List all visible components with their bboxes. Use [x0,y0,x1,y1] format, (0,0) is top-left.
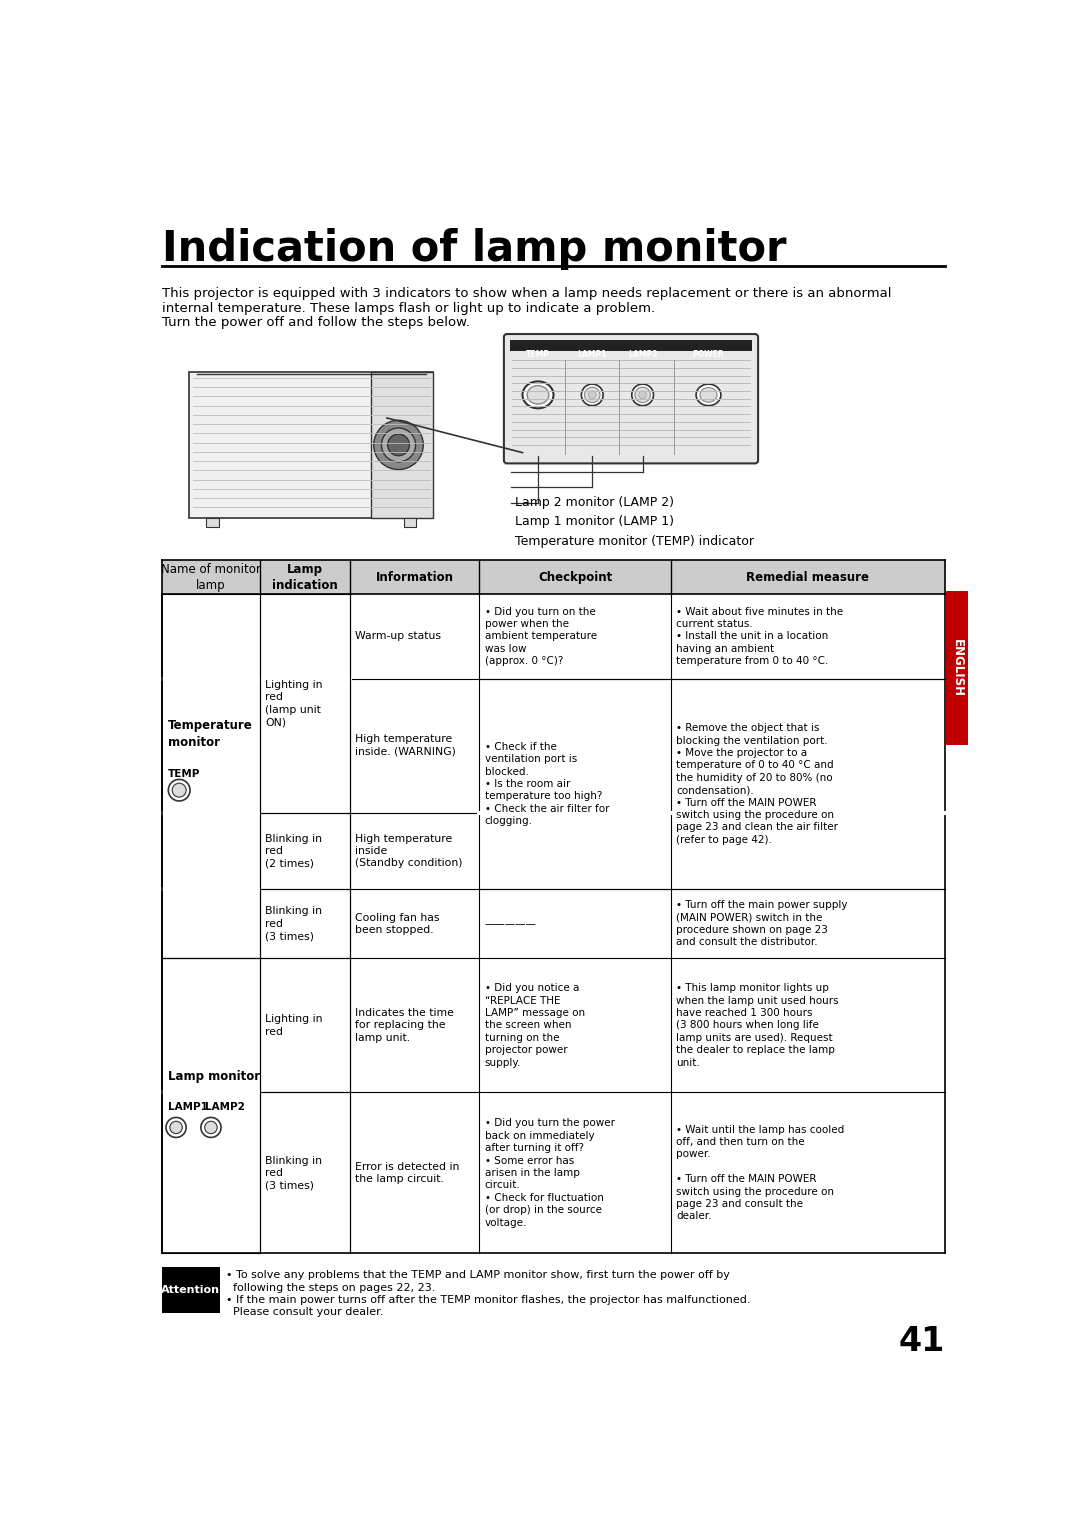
Text: High temperature
inside. (WARNING): High temperature inside. (WARNING) [355,734,456,757]
Text: Blinking in
red
(3 times): Blinking in red (3 times) [266,1155,323,1190]
Circle shape [381,427,416,462]
Bar [372,372,433,517]
Text: Information: Information [376,571,454,584]
Text: LAMP1: LAMP1 [168,1102,208,1112]
Text: Blinking in
red
(2 times): Blinking in red (2 times) [266,833,323,868]
Text: Lamp monitor: Lamp monitor [168,1070,260,1083]
FancyBboxPatch shape [504,334,758,464]
Text: Warm-up status: Warm-up status [355,632,442,641]
Text: • If the main power turns off after the TEMP monitor flashes, the projector has : • If the main power turns off after the … [226,1296,751,1305]
Circle shape [632,385,653,406]
Circle shape [581,385,603,406]
Text: POWER: POWER [692,349,725,359]
Text: Checkpoint: Checkpoint [538,571,612,584]
Circle shape [170,1122,183,1134]
Text: Indication of lamp monitor: Indication of lamp monitor [162,227,786,270]
Bar [510,340,752,351]
Text: • Remove the object that is
blocking the ventilation port.
• Move the projector : • Remove the object that is blocking the… [676,723,838,845]
Circle shape [172,783,186,797]
Text: Name of monitor
lamp: Name of monitor lamp [161,563,261,592]
Text: • This lamp monitor lights up
when the lamp unit used hours
have reached 1 300 h: • This lamp monitor lights up when the l… [676,983,839,1068]
Text: Lamp 2 monitor (LAMP 2): Lamp 2 monitor (LAMP 2) [515,496,674,510]
Circle shape [638,391,647,398]
Text: • Did you turn on the
power when the
ambient temperature
was low
(approx. 0 °C)?: • Did you turn on the power when the amb… [485,607,596,667]
Text: High temperature
inside
(Standby condition): High temperature inside (Standby conditi… [355,833,463,868]
Text: • Wait until the lamp has cooled
off, and then turn on the
power.

• Turn off th: • Wait until the lamp has cooled off, an… [676,1125,845,1221]
Text: Cooling fan has
been stopped.: Cooling fan has been stopped. [355,913,440,935]
Text: This projector is equipped with 3 indicators to show when a lamp needs replaceme: This projector is equipped with 3 indica… [162,287,892,301]
Circle shape [374,420,423,470]
Text: LAMP2: LAMP2 [627,349,658,359]
Text: Blinking in
red
(3 times): Blinking in red (3 times) [266,906,323,942]
Text: Attention: Attention [161,1285,220,1296]
Text: ENGLISH: ENGLISH [950,639,963,697]
Text: Temperature monitor (TEMP) indicator: Temperature monitor (TEMP) indicator [515,534,754,548]
Circle shape [205,1122,217,1134]
Text: • Turn off the main power supply
(MAIN POWER) switch in the
procedure shown on p: • Turn off the main power supply (MAIN P… [676,900,848,948]
Text: Temperature
monitor: Temperature monitor [168,719,253,749]
Text: TEMP: TEMP [168,769,201,778]
Bar [404,517,416,528]
Text: TEMP: TEMP [526,349,550,359]
Text: Indicates the time
for replacing the
lamp unit.: Indicates the time for replacing the lam… [355,1009,455,1042]
Text: —————: ————— [485,919,537,929]
Text: Turn the power off and follow the steps below.: Turn the power off and follow the steps … [162,316,470,330]
Text: Please consult your dealer.: Please consult your dealer. [226,1308,383,1317]
Text: • Check if the
ventilation port is
blocked.
• Is the room air
temperature too hi: • Check if the ventilation port is block… [485,742,609,826]
Text: LAMP2: LAMP2 [205,1102,245,1112]
Text: Lamp 1 monitor (LAMP 1): Lamp 1 monitor (LAMP 1) [515,516,674,528]
Circle shape [166,1117,186,1137]
Circle shape [589,391,596,398]
Text: • Did you turn the power
back on immediately
after turning it off?
• Some error : • Did you turn the power back on immedia… [485,1119,615,1227]
Text: Lighting in
red
(lamp unit
ON): Lighting in red (lamp unit ON) [266,681,323,726]
Text: LAMP1: LAMP1 [578,349,607,359]
Bar [206,517,218,528]
Circle shape [201,1117,221,1137]
Bar [946,591,968,745]
Bar [162,1267,220,1314]
Text: Error is detected in
the lamp circuit.: Error is detected in the lamp circuit. [355,1161,460,1184]
Text: internal temperature. These lamps flash or light up to indicate a problem.: internal temperature. These lamps flash … [162,302,656,314]
Ellipse shape [523,382,554,409]
Ellipse shape [527,386,549,404]
Text: • Did you notice a
“REPLACE THE
LAMP” message on
the screen when
turning on the
: • Did you notice a “REPLACE THE LAMP” me… [485,983,584,1068]
Circle shape [635,388,650,403]
Ellipse shape [700,388,717,403]
Ellipse shape [697,385,721,406]
Text: 41: 41 [899,1326,945,1358]
Circle shape [388,433,409,456]
Circle shape [168,780,190,801]
Text: following the steps on pages 22, 23.: following the steps on pages 22, 23. [226,1283,435,1293]
Circle shape [584,388,600,403]
Text: Remedial measure: Remedial measure [746,571,869,584]
Text: Lamp
indication: Lamp indication [272,563,338,592]
Bar [162,560,945,594]
Bar [189,372,433,517]
Text: • To solve any problems that the TEMP and LAMP monitor show, first turn the powe: • To solve any problems that the TEMP an… [226,1270,730,1280]
Text: • Wait about five minutes in the
current status.
• Install the unit in a locatio: • Wait about five minutes in the current… [676,607,843,667]
Text: Lighting in
red: Lighting in red [266,1015,323,1036]
